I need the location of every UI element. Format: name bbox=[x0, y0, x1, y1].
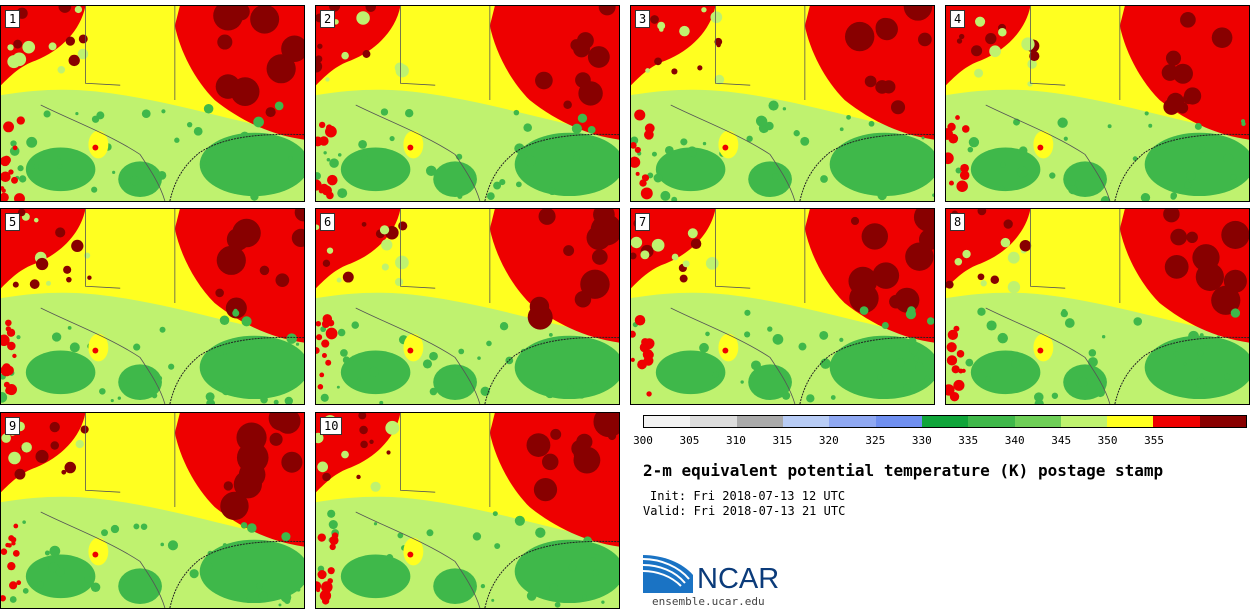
colorbar-tick-label: 330 bbox=[911, 434, 932, 447]
stamp-panel-8: 8 bbox=[945, 208, 1250, 405]
colorbar-segment bbox=[829, 416, 876, 427]
colorbar-segment bbox=[1199, 416, 1247, 427]
colorbar-segment bbox=[644, 416, 691, 427]
colorbar-tick-label: 320 bbox=[818, 434, 839, 447]
stamp-label: 7 bbox=[635, 213, 651, 231]
stamp-panel-3: 3 bbox=[630, 5, 935, 202]
stamp-label: 3 bbox=[635, 10, 651, 28]
stamp-label: 6 bbox=[320, 213, 336, 231]
colorbar-tick-label: 310 bbox=[725, 434, 746, 447]
stamp-panel-2: 2 bbox=[315, 5, 620, 202]
chart-title: 2-m equivalent potential temperature (K)… bbox=[643, 461, 1164, 480]
ncar-logo-text: NCAR bbox=[697, 563, 780, 595]
valid-time: Valid: Fri 2018-07-13 21 UTC bbox=[643, 504, 846, 518]
stamp-panel-7: 7 bbox=[630, 208, 935, 405]
stamp-panel-6: 6 bbox=[315, 208, 620, 405]
site-url: ensemble.ucar.edu bbox=[652, 595, 765, 608]
colorbar-tick-label: 335 bbox=[958, 434, 979, 447]
stamp-panel-9: 9 bbox=[0, 412, 305, 609]
colorbar-segment bbox=[736, 416, 783, 427]
init-time: Init: Fri 2018-07-13 12 UTC bbox=[650, 489, 846, 503]
colorbar-segment bbox=[1107, 416, 1154, 427]
colorbar-segment bbox=[1153, 416, 1200, 427]
stamp-label: 10 bbox=[320, 417, 343, 435]
colorbar-segment bbox=[1060, 416, 1108, 427]
colorbar-segment bbox=[968, 416, 1015, 427]
stamp-label: 9 bbox=[5, 417, 21, 435]
colorbar-tick-label: 350 bbox=[1097, 434, 1118, 447]
stamp-label: 1 bbox=[5, 10, 21, 28]
colorbar-segment bbox=[921, 416, 969, 427]
colorbar-tick-label: 315 bbox=[772, 434, 793, 447]
colorbar-tick-label: 325 bbox=[865, 434, 886, 447]
stamp-label: 4 bbox=[950, 10, 966, 28]
stamp-panel-10: 10 bbox=[315, 412, 620, 609]
stamp-panel-5: 5 bbox=[0, 208, 305, 405]
colorbar-tick-label: 305 bbox=[679, 434, 700, 447]
stamp-panel-4: 4 bbox=[945, 5, 1250, 202]
colorbar-tick-label: 300 bbox=[633, 434, 653, 447]
colorbar-segment bbox=[690, 416, 737, 427]
stamp-label: 2 bbox=[320, 10, 336, 28]
colorbar bbox=[643, 415, 1247, 428]
colorbar-segment bbox=[875, 416, 922, 427]
stamp-label: 8 bbox=[950, 213, 966, 231]
colorbar-tick-label: 340 bbox=[1004, 434, 1025, 447]
colorbar-tick-label: 355 bbox=[1144, 434, 1164, 447]
colorbar-segment bbox=[782, 416, 830, 427]
colorbar-segment bbox=[1014, 416, 1061, 427]
stamp-panel-1: 1 bbox=[0, 5, 305, 202]
colorbar-tick-label: 345 bbox=[1051, 434, 1072, 447]
ncar-logo-icon bbox=[643, 555, 693, 593]
stamp-label: 5 bbox=[5, 213, 21, 231]
